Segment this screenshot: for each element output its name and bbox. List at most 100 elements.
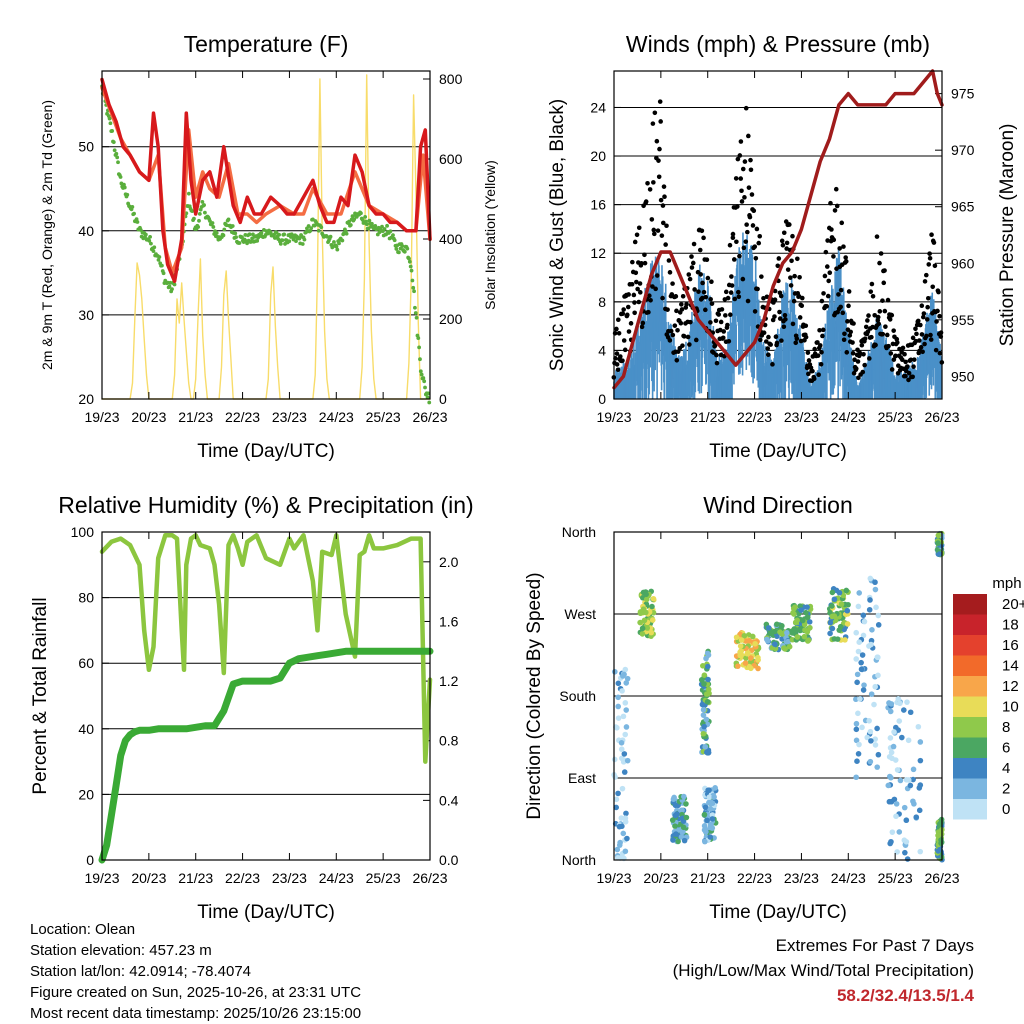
gust-point bbox=[885, 297, 891, 303]
dewpoint-point bbox=[190, 209, 195, 214]
dewpoint-point bbox=[115, 155, 120, 160]
direction-point bbox=[748, 665, 754, 672]
dewpoint-point bbox=[419, 372, 424, 377]
legend-title: mph bbox=[992, 575, 1021, 592]
gust-point bbox=[776, 256, 782, 261]
gust-point bbox=[924, 272, 929, 278]
dewpoint-point bbox=[417, 345, 422, 350]
gust-point bbox=[932, 263, 938, 269]
direction-point bbox=[612, 774, 618, 780]
direction-point bbox=[873, 604, 879, 611]
direction-point bbox=[857, 696, 863, 702]
direction-point bbox=[623, 680, 630, 686]
legend-label: 20+ bbox=[1002, 596, 1024, 613]
legend-swatch bbox=[953, 758, 987, 779]
gust-point bbox=[788, 275, 793, 280]
dewpoint-point bbox=[148, 235, 152, 239]
dewpoint-point bbox=[402, 249, 407, 254]
gust-point bbox=[888, 351, 894, 356]
direction-point bbox=[703, 691, 710, 697]
direction-point bbox=[618, 746, 625, 753]
direction-point bbox=[624, 835, 630, 842]
gust-point bbox=[930, 284, 936, 290]
direction-point bbox=[786, 643, 793, 650]
direction-point bbox=[702, 829, 709, 835]
direction-point bbox=[743, 655, 749, 661]
gust-point bbox=[766, 334, 771, 340]
gust-point bbox=[737, 253, 742, 259]
chart-title: Temperature (F) bbox=[184, 31, 349, 57]
direction-point bbox=[901, 804, 908, 811]
gust-point bbox=[840, 310, 846, 316]
dewpoint-point bbox=[425, 395, 430, 400]
direction-point bbox=[670, 837, 676, 843]
gust-point bbox=[717, 327, 723, 333]
direction-point bbox=[707, 806, 714, 812]
station-info: Location: Olean Station elevation: 457.2… bbox=[30, 919, 361, 1024]
gust-point bbox=[787, 222, 792, 227]
gust-point bbox=[825, 293, 831, 299]
gust-point bbox=[895, 340, 900, 345]
dewpoint-point bbox=[277, 232, 282, 237]
gust-point bbox=[772, 314, 777, 319]
direction-point bbox=[860, 612, 867, 619]
gust-point bbox=[679, 302, 684, 307]
gust-point bbox=[680, 293, 686, 299]
direction-point bbox=[613, 804, 619, 811]
gust-point bbox=[736, 294, 742, 300]
gust-point bbox=[642, 260, 648, 266]
extremes-block: Extremes For Past 7 Days (High/Low/Max W… bbox=[673, 933, 974, 1008]
gust-point bbox=[754, 226, 760, 232]
gust-point bbox=[667, 338, 673, 343]
direction-point bbox=[859, 724, 865, 731]
legend-swatch bbox=[953, 778, 987, 799]
direction-point bbox=[936, 551, 943, 557]
dewpoint-point bbox=[107, 116, 112, 121]
direction-point bbox=[621, 769, 628, 775]
direction-point bbox=[907, 782, 914, 789]
dewpoint-point bbox=[300, 242, 305, 246]
direction-point bbox=[855, 751, 862, 757]
gust-point bbox=[789, 258, 794, 264]
direction-point bbox=[834, 636, 841, 642]
direction-point bbox=[699, 701, 706, 708]
direction-point bbox=[875, 751, 882, 758]
gust-point bbox=[876, 321, 882, 327]
direction-point bbox=[888, 701, 895, 707]
dewpoint-point bbox=[360, 217, 365, 222]
direction-point bbox=[624, 757, 631, 764]
gust-point bbox=[686, 272, 692, 277]
gust-point bbox=[684, 301, 689, 307]
gust-point bbox=[926, 262, 932, 267]
gust-point bbox=[688, 319, 693, 325]
y-right-tick-label: 200 bbox=[439, 311, 463, 327]
gust-point bbox=[765, 346, 771, 351]
direction-point bbox=[804, 614, 811, 621]
direction-point bbox=[903, 839, 910, 845]
gust-point bbox=[703, 294, 709, 300]
direction-point bbox=[755, 665, 761, 672]
gust-point bbox=[698, 272, 704, 277]
gust-point bbox=[817, 327, 822, 333]
gust-point bbox=[859, 342, 865, 348]
direction-point bbox=[738, 637, 745, 643]
x-tick-label: 25/23 bbox=[878, 409, 913, 425]
gust-point bbox=[875, 314, 881, 320]
gust-point bbox=[665, 307, 670, 312]
gust-point bbox=[620, 311, 626, 316]
gust-point bbox=[712, 343, 718, 349]
y-tick-label: 24 bbox=[590, 99, 606, 115]
gust-point bbox=[759, 274, 764, 279]
plot-frame bbox=[613, 70, 943, 400]
gust-point bbox=[713, 318, 719, 324]
direction-point bbox=[917, 848, 924, 855]
x-tick-label: 25/23 bbox=[366, 870, 401, 886]
gust-point bbox=[906, 377, 911, 383]
direction-point bbox=[618, 740, 625, 746]
gust-point bbox=[818, 361, 824, 367]
gust-point bbox=[621, 338, 627, 343]
dewpoint-point bbox=[302, 237, 307, 242]
direction-point bbox=[917, 757, 924, 764]
gust-point bbox=[616, 331, 622, 336]
gust-point bbox=[841, 337, 847, 343]
